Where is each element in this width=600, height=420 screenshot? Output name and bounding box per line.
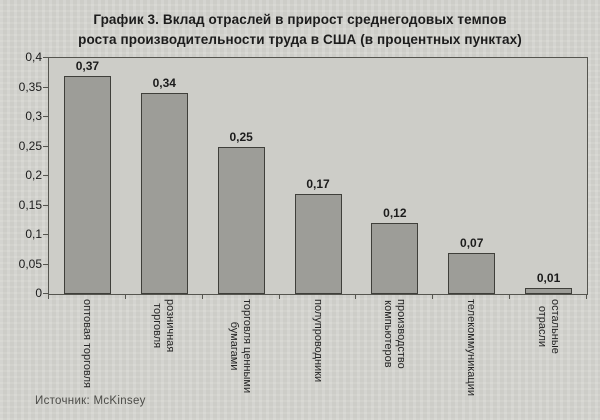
x-category-label: полупроводники bbox=[311, 299, 324, 383]
y-tick-mark bbox=[43, 263, 48, 265]
y-tick-label: 0,1 bbox=[25, 227, 42, 241]
y-tick-label: 0,25 bbox=[18, 138, 42, 153]
x-tick-mark bbox=[124, 295, 126, 299]
x-category-label: оптовая торговля bbox=[80, 299, 93, 388]
bar-value-label: 0,17 bbox=[306, 176, 330, 191]
x-category-label: остальные отрасли bbox=[535, 299, 561, 354]
y-tick-mark bbox=[43, 57, 48, 58]
chart-title: График 3. Вклад отраслей в прирост средн… bbox=[0, 10, 600, 50]
y-tick-mark bbox=[43, 293, 48, 294]
bar bbox=[525, 288, 573, 294]
bar-value-label: 0,12 bbox=[383, 206, 407, 221]
x-tick-mark bbox=[278, 295, 280, 299]
x-tick-mark bbox=[586, 295, 587, 299]
plot-area: 0,37 0,34 0,25 0,17 0,12 0,07 0,01 bbox=[48, 57, 588, 295]
y-tick-label: 0,4 bbox=[25, 50, 42, 64]
y-tick-label: 0,05 bbox=[18, 256, 42, 271]
y-tick-label: 0 bbox=[35, 286, 42, 300]
x-category-label: производство компьютеров bbox=[381, 299, 407, 369]
y-tick-label: 0,3 bbox=[25, 109, 42, 123]
bar-value-label: 0,07 bbox=[460, 235, 484, 250]
bar-value-label: 0,01 bbox=[536, 271, 561, 286]
bar bbox=[217, 146, 265, 294]
bar bbox=[371, 223, 419, 294]
y-tick-mark bbox=[43, 234, 48, 235]
y-tick-mark bbox=[43, 145, 48, 147]
y-tick-mark bbox=[43, 204, 48, 206]
x-tick-mark bbox=[201, 295, 203, 299]
bar-value-label: 0,37 bbox=[75, 58, 100, 73]
bar bbox=[63, 75, 111, 294]
y-tick-mark bbox=[43, 175, 48, 176]
x-tick-mark bbox=[432, 295, 434, 299]
x-category-label: торговля ценными бумагами bbox=[228, 299, 254, 394]
chart-title-line2: роста производительности труда в США (в … bbox=[78, 32, 522, 47]
x-tick-mark bbox=[48, 295, 49, 299]
x-category-label: розничная торговля bbox=[151, 299, 177, 353]
y-tick-label: 0,35 bbox=[18, 79, 42, 94]
x-category-label: телекоммуникации bbox=[465, 299, 478, 396]
bar bbox=[140, 93, 188, 294]
x-tick-mark bbox=[509, 295, 511, 299]
bar bbox=[448, 252, 496, 294]
y-tick-mark bbox=[43, 116, 48, 117]
bar bbox=[294, 193, 342, 294]
y-tick-label: 0,15 bbox=[18, 197, 42, 212]
source-note: Источник: McKinsey bbox=[35, 395, 146, 407]
bar-value-label: 0,25 bbox=[229, 129, 253, 144]
chart-title-line1: График 3. Вклад отраслей в прирост средн… bbox=[93, 12, 507, 27]
y-tick-mark bbox=[43, 86, 48, 88]
x-tick-mark bbox=[355, 295, 357, 299]
bar-value-label: 0,34 bbox=[152, 76, 176, 91]
y-tick-label: 0,2 bbox=[25, 168, 42, 182]
